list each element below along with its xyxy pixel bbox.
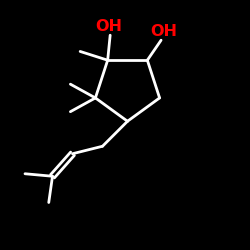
Text: OH: OH: [150, 24, 177, 39]
Text: OH: OH: [96, 19, 122, 34]
